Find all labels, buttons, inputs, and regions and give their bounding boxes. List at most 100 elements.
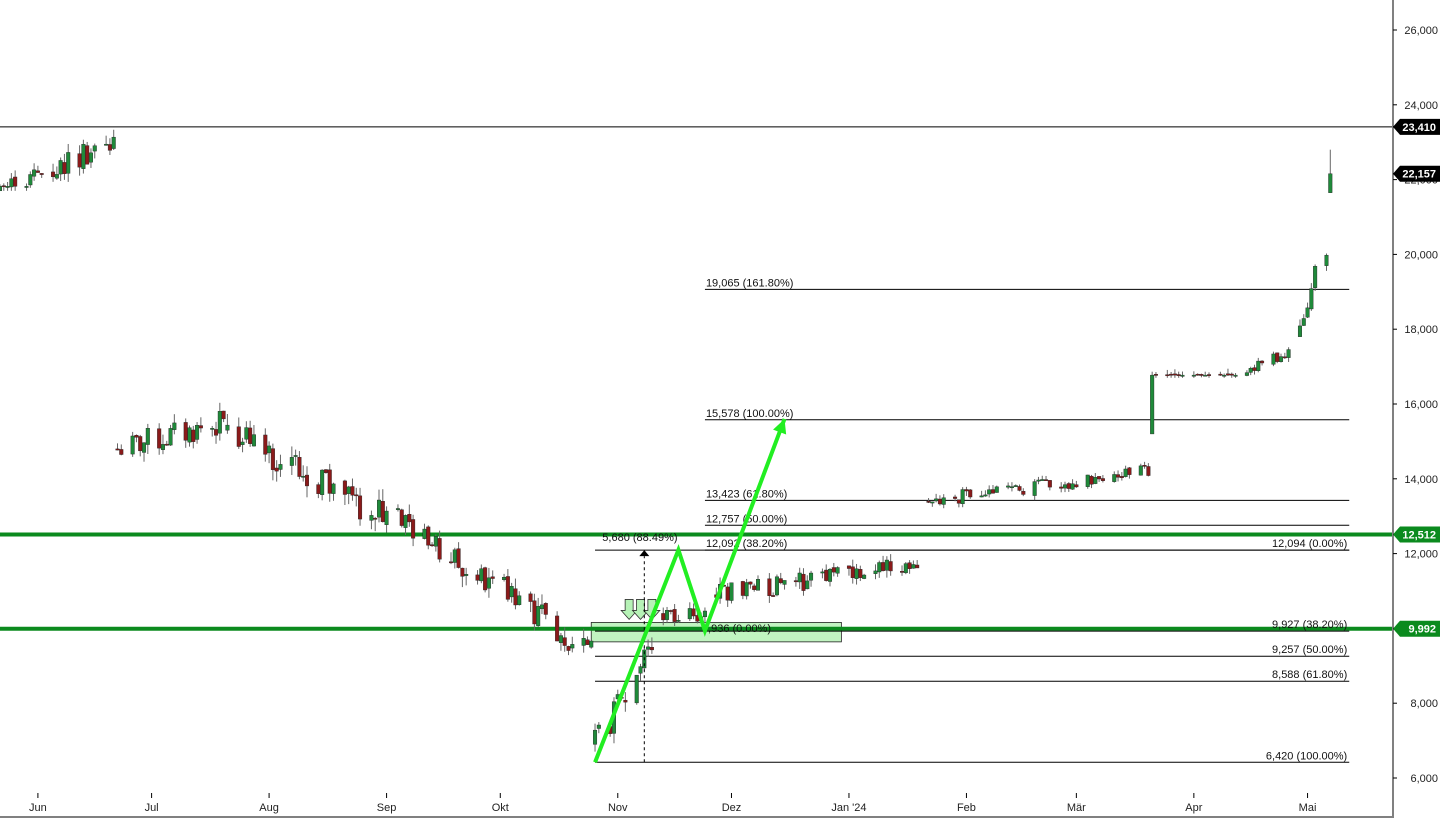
candle-body-down <box>1146 466 1151 476</box>
candle <box>1093 472 1098 485</box>
candle-body-up <box>1324 254 1329 266</box>
candle-body-down <box>748 581 753 585</box>
candle-body-up <box>1233 374 1238 377</box>
candle <box>32 163 37 181</box>
candle <box>1074 480 1079 488</box>
candle <box>263 428 268 462</box>
candle <box>960 487 965 508</box>
candle <box>0 184 2 192</box>
candle-body-down <box>138 436 143 452</box>
candle-body-down <box>1229 373 1234 376</box>
candle-body-up <box>92 145 97 152</box>
candle-body-down <box>513 588 518 606</box>
x-tick-label: Okt <box>492 802 509 814</box>
candle-body-down <box>1127 467 1132 475</box>
candle-body-up <box>66 152 71 174</box>
candle-body-down <box>562 637 567 646</box>
candle <box>1301 314 1306 326</box>
candle-body-up <box>28 174 33 186</box>
candle-body-up <box>884 559 889 571</box>
level-badge-shape <box>1393 118 1440 135</box>
candle <box>555 611 560 642</box>
candle <box>1047 480 1052 491</box>
candle-body-up <box>805 580 810 590</box>
candle <box>566 645 571 656</box>
candle-body-down <box>1153 374 1158 376</box>
candle-body-up <box>774 576 779 596</box>
candle-body-down <box>164 443 169 446</box>
candle-body-down <box>449 561 454 564</box>
candle <box>1275 352 1280 364</box>
candle <box>304 466 309 498</box>
candle <box>168 424 173 446</box>
candle-body-up <box>145 428 150 445</box>
candle-body-down <box>555 615 560 642</box>
candle-body-down <box>767 578 772 596</box>
candle-body-down <box>107 144 112 151</box>
level-badge-shape <box>1393 526 1440 543</box>
candle <box>1138 463 1143 476</box>
candle-body-down <box>1100 478 1105 481</box>
x-tick-label: Nov <box>608 802 628 814</box>
candle-body-up <box>1248 368 1253 373</box>
candle <box>354 487 359 507</box>
candle-body-down <box>900 571 905 573</box>
candle <box>1256 357 1261 373</box>
last-price-badge: 22,157 <box>1393 165 1440 182</box>
candle-body-down <box>35 170 40 173</box>
candle-body-down <box>304 474 309 487</box>
candle <box>1222 373 1227 378</box>
candle-body-up <box>634 674 639 704</box>
candle-body-up <box>377 499 382 518</box>
candle-body-down <box>846 565 851 569</box>
candle-body-down <box>1207 374 1212 376</box>
candle <box>676 614 681 624</box>
candle <box>1218 371 1223 376</box>
candle <box>1146 463 1151 477</box>
candle-body-up <box>638 666 643 674</box>
candle-body-down <box>426 526 431 546</box>
candle <box>835 566 840 577</box>
candle-body-up <box>570 644 575 649</box>
candle-body-up <box>1036 479 1041 482</box>
candle-body-up <box>54 174 59 179</box>
y-tick-label: 12,000 <box>1404 549 1438 561</box>
candle <box>1207 372 1212 378</box>
candle-body-down <box>831 567 836 573</box>
candle <box>1244 370 1249 377</box>
candle <box>729 582 734 604</box>
candle <box>1153 372 1158 378</box>
candle-body-up <box>877 562 882 573</box>
last-price-badge-label: 22,157 <box>1402 169 1436 181</box>
candle-body-down <box>214 429 219 436</box>
candle-body-down <box>888 561 893 572</box>
candle-body-up <box>539 604 544 610</box>
candle-body-down <box>248 427 253 444</box>
candle <box>1324 253 1329 271</box>
candle-body-down <box>1119 476 1124 478</box>
candle-body-down <box>937 498 942 505</box>
candle-body-down <box>725 586 730 601</box>
candle-body-down <box>661 613 666 621</box>
candle <box>278 454 283 477</box>
candle <box>862 573 867 580</box>
candle <box>289 446 294 475</box>
candle-body-down <box>801 573 806 591</box>
candle <box>1229 372 1234 378</box>
fib-retracement-label: 8,588 (61.80%) <box>1272 669 1347 681</box>
candle <box>1116 470 1121 482</box>
candle <box>767 573 772 603</box>
candle-body-down <box>740 581 745 596</box>
candle-body-down <box>350 486 355 496</box>
candle <box>331 482 336 501</box>
candle-body-down <box>1017 486 1022 491</box>
candle <box>251 425 256 447</box>
candle-body-up <box>1070 483 1075 490</box>
candle-body-up <box>160 444 165 450</box>
candle-body-up <box>32 169 37 177</box>
candle-body-up <box>873 570 878 574</box>
candle <box>1313 264 1318 291</box>
candle <box>88 148 93 168</box>
candle-body-down <box>327 469 332 494</box>
candle-body-up <box>862 574 867 579</box>
